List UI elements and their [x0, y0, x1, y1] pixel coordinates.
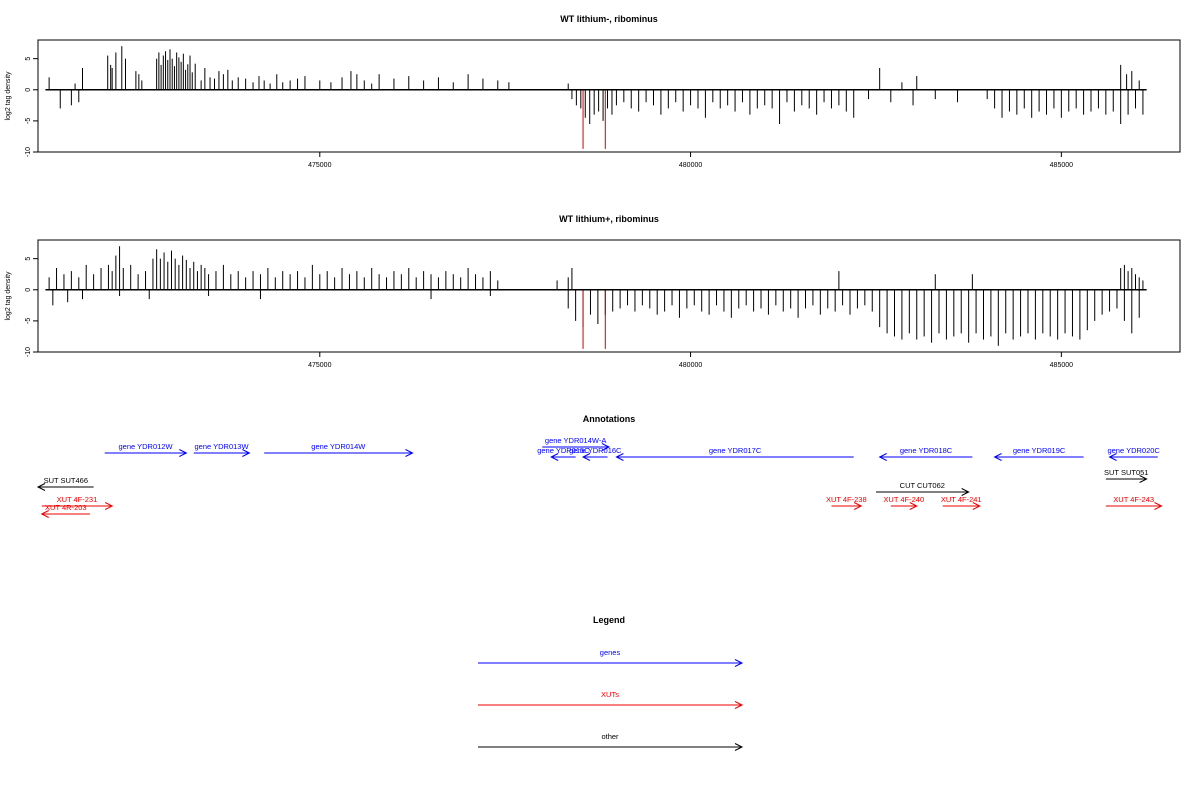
feature-label: gene YDR012W: [118, 442, 173, 451]
arrow-head: [972, 502, 981, 510]
feature-arrow: [942, 502, 981, 510]
arrow-head: [405, 449, 414, 457]
legend-arrow: [478, 743, 744, 751]
feature-arrow: [615, 453, 854, 461]
feature-label: XUT 4F-243: [1113, 495, 1154, 504]
legend-label: genes: [600, 648, 621, 657]
feature-arrow: [264, 449, 414, 457]
feature-label: gene YDR016C: [569, 446, 622, 455]
feature-arrow: [878, 453, 973, 461]
feature-arrow: [41, 502, 114, 510]
feature-arrow: [831, 502, 863, 510]
feature-arrow: [40, 510, 90, 518]
feature-label: XUT 4F-231: [57, 495, 98, 504]
feature-label: gene YDR014W-A: [545, 436, 606, 445]
feature-arrow: [993, 453, 1084, 461]
feature-label: XUT 4F-241: [941, 495, 982, 504]
panel-title: WT lithium-, ribominus: [560, 14, 658, 24]
arrow-head: [853, 502, 863, 510]
panel-title: WT lithium+, ribominus: [559, 214, 659, 224]
arrow-head: [1108, 453, 1117, 461]
feature-label: XUT 4F-238: [826, 495, 867, 504]
legend-panel: Legend genes XUTs other: [478, 615, 744, 751]
y-tick-label: 5: [25, 257, 32, 261]
feature-label: SUT SUT466: [44, 476, 88, 485]
arrow-head: [242, 449, 251, 457]
feature-label: gene YDR014W: [311, 442, 366, 451]
y-tick-label: 0: [25, 88, 32, 92]
feature-label: gene YDR015C: [537, 446, 590, 455]
x-tick-label: 475000: [308, 162, 331, 169]
y-tick-label: 0: [25, 288, 32, 292]
y-axis-label: log2 tag density: [5, 71, 12, 121]
arrow-head: [1154, 502, 1163, 510]
feature-arrow: [875, 488, 970, 496]
legend-label: XUTs: [601, 690, 619, 699]
track-panel-lithium-minus: WT lithium-, ribominus -10 -5 0 5 log2 tag de…: [5, 14, 1181, 169]
feature-arrow: [36, 483, 94, 491]
y-axis-label: log2 tag density: [5, 271, 12, 321]
feature-label: gene YDR018C: [900, 446, 953, 455]
feature-label: gene YDR017C: [709, 446, 762, 455]
feature-arrow: [542, 443, 611, 451]
feature-arrow: [1105, 502, 1163, 510]
arrow-head: [550, 453, 559, 461]
legend-arrow: [478, 701, 744, 709]
annotations-panel: Annotations gene YDR012W gene YDR013W gene …: [36, 414, 1163, 518]
feature-label: CUT CUT062: [900, 481, 945, 490]
arrow-head: [734, 701, 744, 709]
x-tick-label: 480000: [679, 362, 702, 369]
arrow-head: [581, 453, 591, 461]
plot-frame: [37, 239, 1181, 353]
y-tick-label: -5: [25, 118, 32, 124]
x-tick-label: 485000: [1050, 162, 1073, 169]
arrow-head: [993, 453, 1002, 461]
feature-label: XUT 4F-240: [883, 495, 924, 504]
arrow-head: [909, 502, 918, 510]
arrow-head: [961, 488, 970, 496]
feature-arrow: [890, 502, 918, 510]
arrow-head: [878, 453, 887, 461]
arrow-head: [40, 510, 49, 518]
arrow-head: [615, 453, 624, 461]
y-tick-label: -10: [25, 347, 32, 357]
arrow-head: [734, 743, 744, 751]
arrow-head: [1139, 475, 1148, 483]
feature-arrow: [104, 449, 188, 457]
arrow-head: [179, 449, 188, 457]
legend-title: Legend: [593, 615, 625, 625]
feature-arrow: [1105, 475, 1148, 483]
feature-label: gene YDR013W: [195, 442, 250, 451]
feature-label: XUT 4R-203: [45, 503, 87, 512]
x-tick-label: 480000: [679, 162, 702, 169]
arrow-head: [601, 443, 611, 451]
legend-arrow: [478, 659, 744, 667]
feature-label: gene YDR019C: [1013, 446, 1066, 455]
y-tick-label: -10: [25, 147, 32, 157]
x-tick-label: 485000: [1050, 362, 1073, 369]
plot-frame: [37, 39, 1181, 153]
arrow-head: [104, 502, 114, 510]
feature-label: SUT SUT051: [1104, 468, 1148, 477]
arrow-head: [734, 659, 744, 667]
y-tick-label: -5: [25, 318, 32, 324]
feature-arrow: [1108, 453, 1158, 461]
feature-arrow: [550, 453, 576, 461]
feature-arrow: [581, 453, 608, 461]
arrow-head: [36, 483, 46, 491]
legend-label: other: [601, 732, 619, 741]
feature-label: gene YDR020C: [1107, 446, 1160, 455]
feature-arrow: [193, 449, 251, 457]
y-tick-label: 5: [25, 57, 32, 61]
annotations-title: Annotations: [583, 414, 636, 424]
x-tick-label: 475000: [308, 362, 331, 369]
track-panel-lithium-plus: WT lithium+, ribominus -10 -5 0 5 log2 tag de…: [5, 214, 1181, 369]
